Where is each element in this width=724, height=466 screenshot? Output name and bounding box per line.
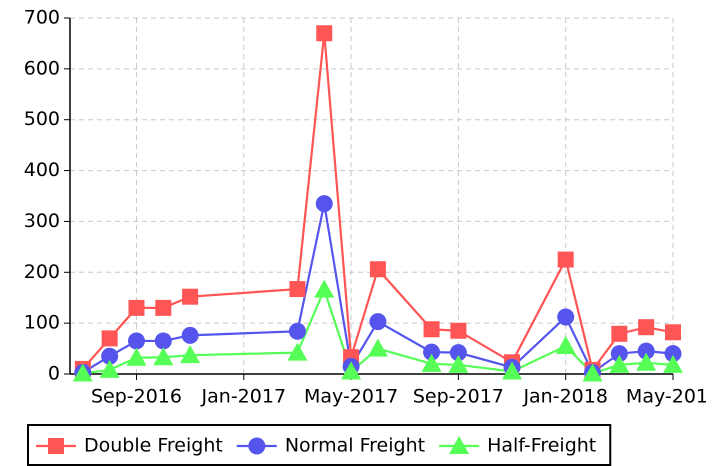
data-point [448,354,469,373]
data-point [289,281,306,298]
y-tick-label: 700 [24,7,60,29]
data-point [367,338,388,357]
data-point [154,332,172,350]
legend: Double Freight Normal Freight Half-Freight [27,424,612,466]
y-tick-label: 400 [24,159,60,181]
data-point [609,354,630,373]
data-point [637,342,655,360]
legend-label: Half-Freight [487,435,596,457]
data-point [128,299,145,316]
data-point [153,347,174,366]
data-point [423,321,440,338]
data-point [314,279,335,298]
data-point [287,342,308,361]
data-point [611,325,628,342]
legend-label: Double Freight [84,435,223,457]
y-tick-label: 500 [24,108,60,130]
x-tick-label: May-2017 [304,386,398,408]
data-point [663,354,683,373]
plot-area: 0 100 200 300 400 500 600 700 Sep-2016 Jan-2017 Ma… [24,7,720,408]
data-point [423,343,441,361]
data-point [555,336,576,355]
x-tick-label: Sep-2017 [413,386,504,408]
data-point [369,313,387,331]
legend-label: Normal Freight [285,435,425,457]
data-point [450,322,467,339]
x-tick-label: Jan-2018 [522,386,608,408]
data-point [341,361,362,380]
x-tick-label: May-2018 [626,386,720,408]
data-point [582,363,603,382]
data-point [638,319,655,336]
y-tick-label: 100 [24,312,60,334]
data-point [369,261,386,278]
legend-box [27,424,612,466]
data-point [180,345,201,364]
data-point [181,326,199,344]
data-point [182,288,199,305]
data-point [502,361,523,380]
data-point [664,345,682,363]
data-point [127,332,145,350]
data-point [101,347,119,365]
data-point [421,353,442,372]
data-point [557,308,575,326]
y-tick-label: 300 [24,210,60,232]
data-point [449,344,467,362]
y-tick-label: 200 [24,261,60,283]
legend-marker [449,436,470,454]
data-point [155,299,172,316]
data-point [316,25,333,42]
data-point [126,347,147,366]
data-point [557,251,574,268]
data-point [665,324,681,341]
data-point [610,345,628,363]
series-line [82,286,674,375]
y-tick-label: 0 [48,363,60,385]
data-point [288,322,306,340]
data-point [72,363,93,382]
data-point [101,330,118,347]
x-tick-label: Sep-2016 [91,386,182,408]
y-tick-label: 600 [24,57,60,79]
data-point [315,195,333,213]
data-point [636,352,657,371]
legend-marker [248,437,266,455]
data-point [99,359,120,378]
legend-marker [48,438,64,454]
x-tick-label: Jan-2017 [201,386,287,408]
